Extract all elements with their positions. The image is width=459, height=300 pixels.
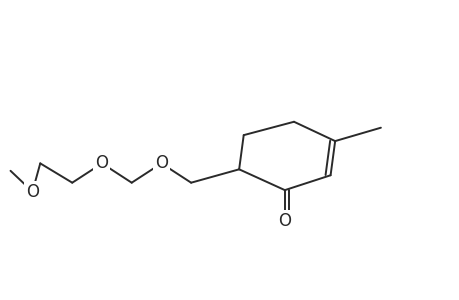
Text: O: O: [95, 154, 108, 172]
Text: O: O: [155, 154, 168, 172]
Text: O: O: [26, 183, 39, 201]
Text: O: O: [278, 212, 291, 230]
